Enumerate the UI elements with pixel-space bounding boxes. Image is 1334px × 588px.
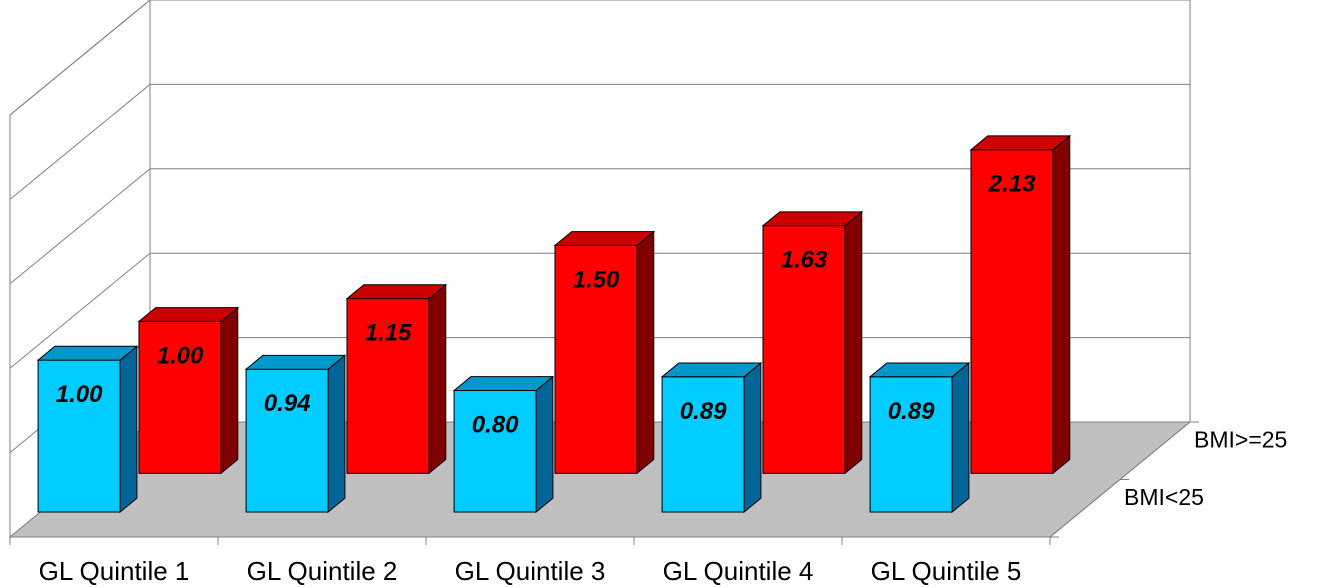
bar-bmi-25-4: 1.63 [761, 210, 864, 475]
bar-side-face [743, 361, 762, 514]
bar-front-face [245, 368, 329, 513]
bar-side-face [636, 230, 655, 475]
data-label: 0.94 [264, 390, 311, 417]
axes [9, 421, 1199, 545]
bar-top-face [660, 362, 763, 378]
bar-top-face [36, 345, 139, 361]
bar-side-face [1052, 134, 1071, 475]
bar-bmi-25-5: 0.89 [868, 361, 971, 514]
bar-front-face [970, 149, 1054, 474]
bar-top-face [761, 211, 864, 227]
data-label: 1.00 [56, 381, 103, 408]
bar-front-face [554, 244, 638, 474]
bar-bmi-25-4: 0.89 [660, 361, 763, 514]
bar-side-face [428, 283, 447, 475]
bar-bmi-25-2: 0.94 [244, 354, 347, 514]
bar-top-face [137, 307, 240, 322]
data-label: 1.00 [157, 342, 204, 369]
bar-front-face [762, 225, 846, 474]
bar-bmi-25-2: 1.15 [345, 283, 448, 475]
bar-top-face [553, 231, 656, 246]
data-label: 0.89 [680, 398, 727, 425]
bar-top-face [868, 362, 971, 378]
bar-front-face [346, 298, 430, 474]
bar-side-face [327, 354, 346, 514]
category-label-gl-quintile-4: GL Quintile 4 [663, 556, 814, 586]
bar-top-face [969, 135, 1072, 151]
data-label: 0.89 [888, 398, 935, 425]
bar-top-face [452, 376, 555, 391]
series-label-bmi-25: BMI>=25 [1194, 426, 1287, 452]
gridline [9, 0, 1190, 116]
bar-side-face [951, 361, 970, 514]
gridline [9, 83, 1190, 200]
bar-bmi-25-1: 1.00 [36, 345, 139, 514]
category-label-gl-quintile-5: GL Quintile 5 [871, 556, 1022, 586]
bar-top-face [345, 284, 448, 300]
bar-side-face [535, 375, 554, 514]
series-label-bmi-25: BMI<25 [1124, 484, 1204, 510]
bar-front-face [869, 376, 953, 513]
bar-side-face [119, 345, 138, 514]
category-label-gl-quintile-2: GL Quintile 2 [247, 556, 398, 586]
data-label: 1.63 [781, 247, 828, 274]
bar-front-face [453, 389, 537, 513]
bar-front-face [138, 320, 222, 474]
series-bmi-lt-25-bars: 1.00 0.94 0.80 0.89 0.89 [36, 345, 971, 514]
gridline [9, 168, 1190, 285]
series-labels: BMI<25 BMI>=25 [1124, 426, 1287, 510]
bar-front-face [661, 376, 745, 513]
bar-side-face [220, 306, 239, 475]
data-label: 2.13 [988, 171, 1036, 198]
bar-bmi-25-1: 1.00 [137, 306, 240, 475]
bar-top-face [244, 354, 347, 370]
data-label: 1.15 [365, 320, 412, 347]
bar-side-face [844, 210, 863, 475]
data-label: 1.50 [573, 266, 620, 293]
category-labels: GL Quintile 1 GL Quintile 2 GL Quintile 3 G… [39, 556, 1022, 586]
category-label-gl-quintile-1: GL Quintile 1 [39, 556, 190, 586]
bar-bmi-25-3: 1.50 [553, 230, 656, 475]
bar-bmi-25-5: 2.13 [969, 134, 1072, 475]
category-label-gl-quintile-3: GL Quintile 3 [455, 556, 606, 586]
series-bmi-ge-25-bars: 1.00 1.15 1.50 1.63 2.13 [137, 134, 1072, 475]
bar-front-face [37, 359, 121, 513]
bar-bmi-25-3: 0.80 [452, 375, 555, 514]
data-label: 0.80 [472, 411, 519, 438]
